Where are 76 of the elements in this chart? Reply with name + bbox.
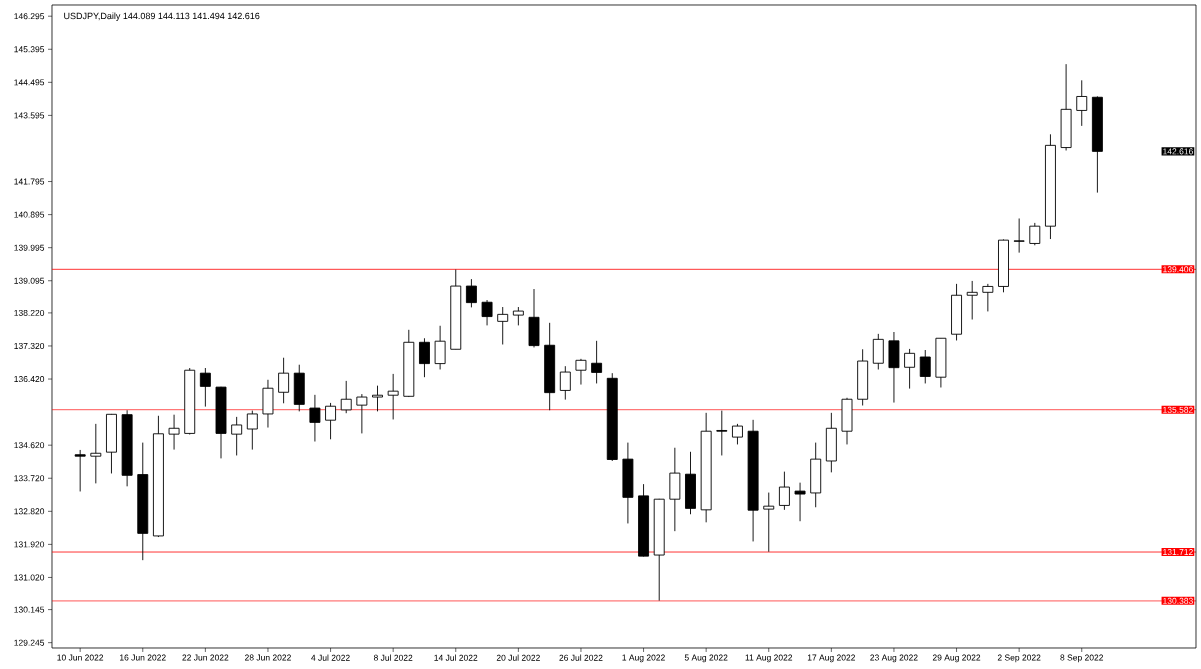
y-tick-label: 141.795: [14, 178, 45, 185]
candlestick: [419, 337, 430, 378]
candlestick: [732, 423, 743, 445]
x-tick-label: 22 Jun 2022: [182, 654, 229, 661]
x-tick-label: 5 Aug 2022: [684, 654, 728, 663]
y-tick-label: 134.620: [14, 442, 45, 449]
ref-line-label: 130.383: [1163, 597, 1193, 604]
candlestick: [966, 280, 978, 320]
candlestick: [278, 357, 290, 404]
y-tick-label: 133.720: [14, 475, 45, 482]
candlestick: [919, 349, 931, 384]
candlestick: [904, 348, 916, 390]
y-tick-label: 138.220: [14, 309, 45, 316]
y-tick-label: 131.020: [14, 574, 45, 581]
candlestick: [90, 423, 102, 484]
candlestick: [309, 394, 321, 442]
y-tick-label: 132.820: [14, 508, 45, 515]
x-tick-label: 29 Aug 2022: [932, 654, 981, 663]
text: USDJPY,Daily 144.089 144.113 141.494 142.616: [64, 12, 260, 21]
candlestick: [1076, 79, 1088, 127]
candlestick: [199, 367, 211, 408]
y-tick-label: 145.395: [14, 46, 45, 53]
candlestick: [497, 306, 509, 345]
candlestick: [372, 385, 383, 412]
ref-line-label: 139.406: [1163, 266, 1193, 273]
y-tick-label: 136.420: [14, 376, 45, 383]
candlestick: [982, 283, 994, 312]
x-tick-label: 14 Jul 2022: [434, 654, 478, 661]
y-tick-label: 139.095: [14, 277, 45, 284]
candlestick: [559, 365, 571, 401]
candlestick: [231, 416, 243, 456]
x-tick-label: 2 Sep 2022: [997, 654, 1041, 663]
candlestick: [763, 492, 775, 553]
candlestick: [1013, 218, 1025, 254]
candlestick: [794, 482, 806, 522]
candlestick: [168, 414, 180, 451]
y-tick-label: 130.145: [14, 606, 45, 613]
candlestick: [481, 299, 493, 326]
candlestick: [575, 358, 587, 385]
x-tick-label: 1 Aug 2022: [622, 654, 665, 663]
candlestick: [74, 449, 86, 492]
candlestick: [512, 306, 524, 326]
x-tick-label: 8 Jul 2022: [373, 654, 413, 661]
y-tick-label: 144.495: [14, 79, 45, 86]
candlestick: [591, 340, 603, 384]
y-tick-label: 131.920: [14, 541, 45, 548]
ref-line-label: 135.582: [1163, 406, 1193, 413]
x-tick-label: 20 Jul 2022: [496, 654, 540, 661]
y-tick-label: 137.320: [14, 342, 45, 349]
x-tick-label: 11 Aug 2022: [745, 654, 793, 663]
x-tick-label: 28 Jun 2022: [244, 654, 291, 661]
candlestick: [246, 410, 258, 451]
text: 142.616: [1163, 148, 1193, 155]
y-tick-label: 143.595: [14, 112, 45, 119]
x-tick-label: 8 Sep 2022: [1060, 654, 1104, 663]
candlestick: [325, 402, 337, 440]
ref-line-label: 131.712: [1163, 549, 1193, 556]
candlestick: [716, 410, 728, 456]
candlestick: [465, 278, 477, 308]
x-tick-label: 10 Jun 2022: [57, 654, 104, 661]
candlestick: [872, 333, 884, 370]
y-tick-label: 129.245: [14, 639, 45, 646]
candlestick: [356, 393, 368, 434]
candlestick: [340, 380, 352, 414]
y-tick-label: 139.995: [14, 244, 45, 251]
x-tick-label: 4 Jul 2022: [311, 654, 350, 661]
candlestick: [387, 373, 399, 420]
y-tick-label: 146.295: [14, 13, 45, 20]
x-tick-label: 23 Aug 2022: [870, 654, 918, 663]
candlestick: [434, 325, 446, 370]
x-tick-label: 26 Jul 2022: [559, 654, 603, 661]
candlestick: [1029, 222, 1041, 246]
y-tick-label: 140.895: [14, 211, 45, 218]
candlestick: [778, 471, 790, 511]
x-tick-label: 16 Jun 2022: [120, 654, 166, 661]
x-tick-label: 17 Aug 2022: [807, 654, 856, 663]
